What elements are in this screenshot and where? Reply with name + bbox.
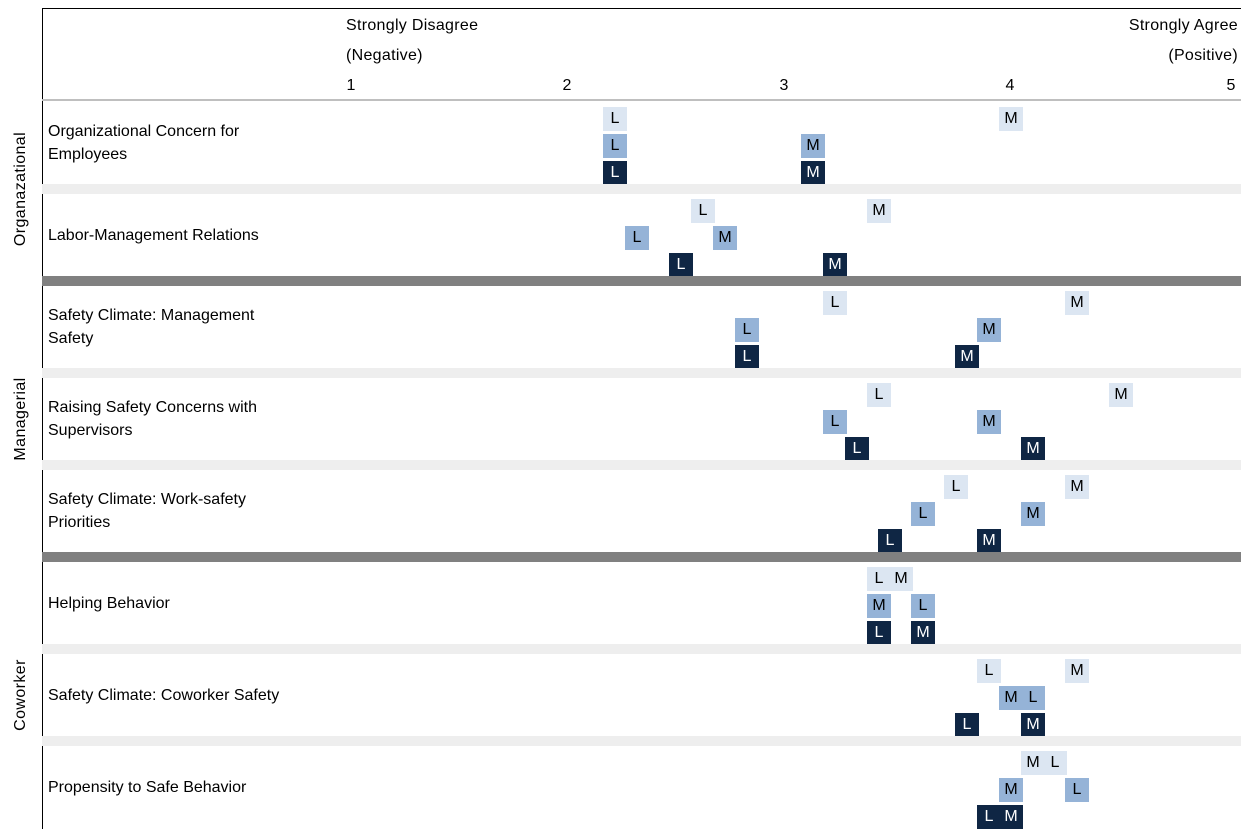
- marker-m: M: [713, 226, 737, 250]
- marker-l: L: [603, 134, 627, 158]
- marker-l: L: [867, 621, 891, 645]
- marker-m: M: [977, 529, 1001, 553]
- marker-l: L: [603, 107, 627, 131]
- marker-l: L: [603, 161, 627, 185]
- marker-l: L: [735, 345, 759, 369]
- scale-low-label-line1: Strongly Disagree: [346, 17, 479, 34]
- marker-m: M: [889, 567, 913, 591]
- marker-m: M: [955, 345, 979, 369]
- marker-m: M: [999, 686, 1023, 710]
- marker-l: L: [977, 659, 1001, 683]
- marker-m: M: [977, 318, 1001, 342]
- marker-l: L: [1021, 686, 1045, 710]
- marker-l: L: [867, 383, 891, 407]
- marker-m: M: [1065, 475, 1089, 499]
- row-label: Propensity to Safe Behavior: [48, 778, 247, 796]
- marker-l: L: [1065, 778, 1089, 802]
- marker-m: M: [1021, 713, 1045, 737]
- tick-label: 4: [1005, 77, 1015, 94]
- marker-l: L: [1043, 751, 1067, 775]
- marker-m: M: [1109, 383, 1133, 407]
- marker-m: M: [1065, 659, 1089, 683]
- marker-m: M: [999, 107, 1023, 131]
- marker-l: L: [625, 226, 649, 250]
- group-label: Coworker: [12, 659, 29, 731]
- marker-l: L: [735, 318, 759, 342]
- marker-l: L: [911, 502, 935, 526]
- group-label-wrap: Coworker: [0, 562, 42, 828]
- marker-m: M: [1065, 291, 1089, 315]
- row-label: Safety Climate: Management Safety: [48, 307, 255, 347]
- row-label: Safety Climate: Coworker Safety: [48, 686, 280, 704]
- row-label: Safety Climate: Work-safety Priorities: [48, 491, 246, 531]
- marker-l: L: [911, 594, 935, 618]
- group-label: Managerial: [12, 377, 29, 461]
- marker-l: L: [878, 529, 902, 553]
- row-separator: [42, 460, 1241, 470]
- marker-m: M: [999, 805, 1023, 829]
- row-separator: [42, 368, 1241, 378]
- marker-l: L: [823, 410, 847, 434]
- tick-label: 1: [346, 77, 356, 94]
- marker-m: M: [867, 594, 891, 618]
- marker-m: M: [867, 199, 891, 223]
- row-label: Helping Behavior: [48, 594, 170, 612]
- row-separator: [42, 184, 1241, 194]
- group-label-wrap: Organazational: [0, 102, 42, 276]
- marker-m: M: [801, 161, 825, 185]
- row-label: Raising Safety Concerns with Supervisors: [48, 399, 257, 439]
- marker-m: M: [1021, 437, 1045, 461]
- marker-m: M: [977, 410, 1001, 434]
- chart-frame: [42, 8, 1241, 829]
- marker-m: M: [1021, 751, 1045, 775]
- marker-l: L: [955, 713, 979, 737]
- scale-axis-line: [42, 99, 1241, 101]
- row-label: Organizational Concern for Employees: [48, 123, 240, 163]
- row-label: Labor-Management Relations: [48, 226, 259, 244]
- group-separator: [42, 552, 1241, 562]
- group-label: Organazational: [12, 131, 29, 247]
- marker-m: M: [801, 134, 825, 158]
- marker-l: L: [867, 567, 891, 591]
- group-separator: [42, 276, 1241, 286]
- scale-high-label-line2: (Positive): [1168, 47, 1238, 64]
- marker-m: M: [911, 621, 935, 645]
- tick-label: 3: [779, 77, 789, 94]
- row-separator: [42, 644, 1241, 654]
- marker-m: M: [999, 778, 1023, 802]
- marker-l: L: [977, 805, 1001, 829]
- marker-l: L: [823, 291, 847, 315]
- marker-l: L: [845, 437, 869, 461]
- tick-label: 5: [1226, 77, 1236, 94]
- marker-m: M: [823, 253, 847, 277]
- group-label-wrap: Managerial: [0, 286, 42, 552]
- marker-l: L: [691, 199, 715, 223]
- marker-l: L: [944, 475, 968, 499]
- tick-label: 2: [562, 77, 572, 94]
- marker-m: M: [1021, 502, 1045, 526]
- scale-low-label-line2: (Negative): [346, 47, 423, 64]
- scale-high-label-line1: Strongly Agree: [1128, 17, 1238, 34]
- row-separator: [42, 736, 1241, 746]
- marker-l: L: [669, 253, 693, 277]
